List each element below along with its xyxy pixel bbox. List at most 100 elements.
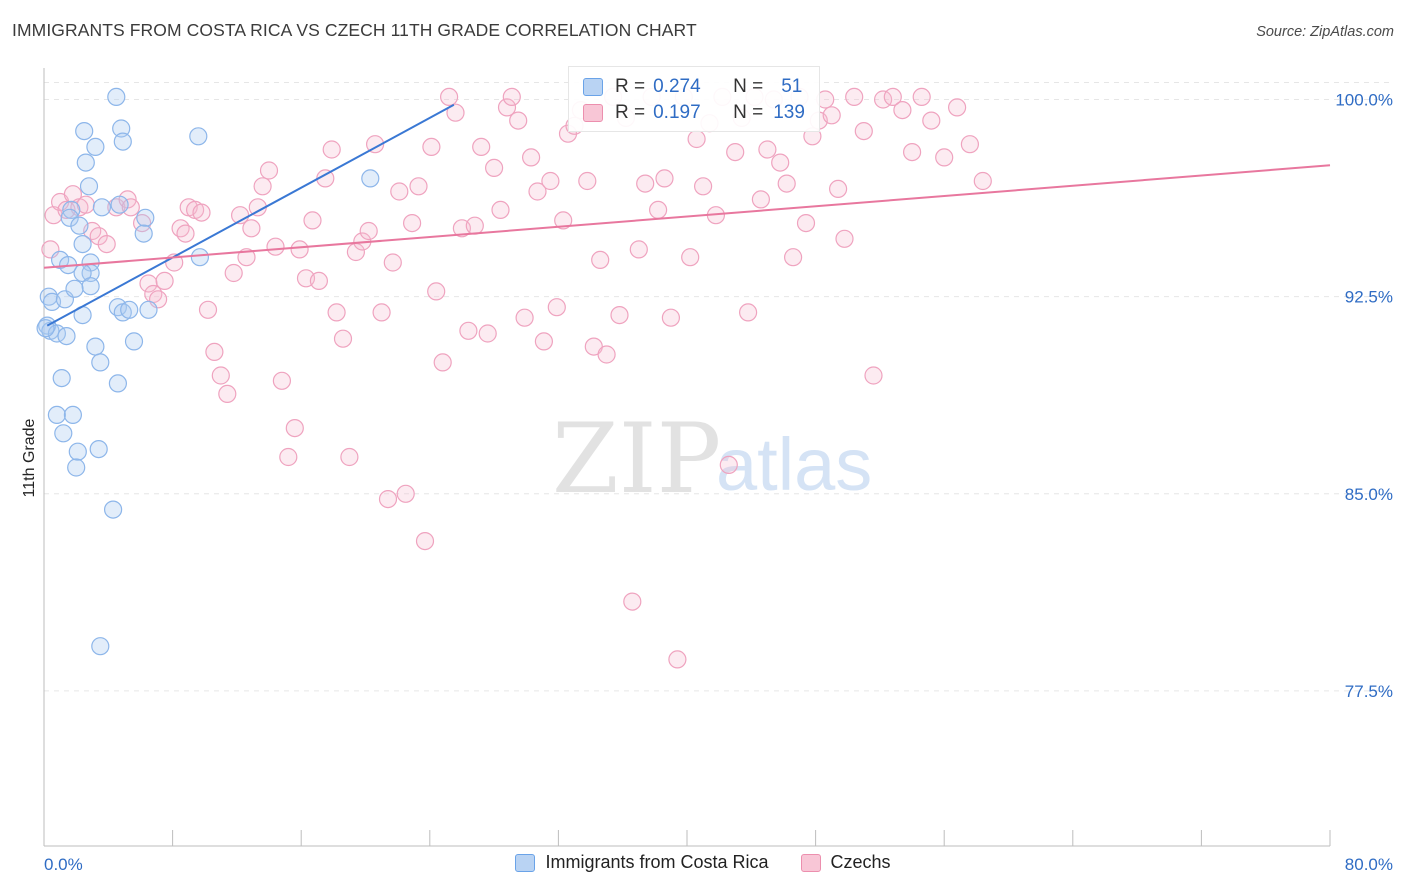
legend-swatch-pink	[800, 853, 821, 872]
stats-box: R = 0.274 N = 51 R = 0.197 N = 139	[568, 66, 820, 132]
costa-rica-point	[361, 169, 380, 188]
czechs-point	[668, 650, 687, 669]
czechs-point	[285, 419, 304, 438]
x-tick-label: 80.0%	[1345, 855, 1393, 874]
czechs-point	[290, 240, 309, 259]
costa-rica-point	[103, 500, 123, 519]
czechs-point	[176, 224, 195, 243]
czechs-point	[121, 198, 140, 217]
costa-rica-point	[139, 300, 158, 319]
y-axis-title: 11th Grade	[21, 418, 38, 497]
axes	[43, 68, 1331, 847]
costa-rica-point	[120, 300, 139, 319]
czechs-point	[502, 87, 521, 107]
czechs-point	[719, 455, 738, 474]
czechs-point	[478, 324, 497, 343]
chart-title: IMMIGRANTS FROM COSTA RICA VS CZECH 11TH…	[12, 20, 697, 40]
czechs-point	[211, 366, 230, 385]
czechs-point	[777, 174, 796, 193]
stats-swatch-blue	[583, 78, 603, 96]
costa-rica-point	[107, 87, 126, 107]
r-value: 0.197	[653, 102, 701, 123]
czechs-point	[623, 592, 642, 611]
czechs-point	[198, 300, 218, 319]
x-tick-label: 0.0%	[44, 855, 83, 874]
czechs-point	[509, 111, 528, 130]
czechs-points	[41, 87, 992, 669]
czechs-point	[864, 366, 883, 385]
czechs-point	[433, 353, 452, 372]
y-tick-labels: 77.5% 85.0% 92.5% 100.0%	[1335, 91, 1393, 701]
czechs-point	[440, 87, 459, 107]
costa-rica-point	[47, 405, 67, 424]
czechs-point	[591, 250, 610, 269]
y-tick-label: 77.5%	[1345, 682, 1393, 701]
czechs-point	[597, 345, 616, 364]
czechs-point	[427, 282, 446, 301]
czechs-point	[491, 200, 510, 219]
n-label: N =	[733, 102, 764, 123]
czechs-point	[415, 531, 435, 551]
costa-rica-point	[108, 374, 128, 393]
legend-swatch-blue	[515, 853, 536, 872]
czechs-point	[655, 169, 674, 188]
czechs-point	[459, 321, 478, 340]
czechs-point	[822, 106, 841, 125]
x-tick-labels: 0.0% 80.0%	[44, 855, 1393, 874]
stats-row-costa-rica: R = 0.274 N = 51	[583, 74, 802, 100]
costa-rica-point	[134, 224, 153, 243]
czechs-point	[465, 216, 484, 235]
costa-rica-point	[68, 442, 87, 461]
legend-item-czechs[interactable]: Czechs	[800, 852, 891, 873]
czechs-point	[192, 203, 211, 222]
legend-item-costa-rica[interactable]: Immigrants from Costa Rica	[515, 852, 769, 873]
czechs-point	[947, 98, 967, 117]
czechs-point	[554, 211, 573, 230]
czechs-point	[422, 137, 441, 156]
czechs-point	[205, 342, 224, 361]
czechs-point	[378, 490, 398, 509]
gridlines	[44, 82, 1392, 692]
costa-rica-point	[63, 405, 83, 424]
r-value: 0.274	[653, 76, 701, 97]
czechs-point	[253, 177, 272, 196]
costa-rica-point	[92, 198, 112, 217]
czechs-point	[259, 161, 279, 180]
costa-rica-point	[189, 127, 208, 146]
czechs-point	[359, 221, 378, 241]
n-label: N =	[733, 76, 764, 97]
czechs-point	[883, 87, 902, 107]
czechs-point	[845, 87, 864, 107]
legend-label: Czechs	[830, 852, 891, 872]
costa-rica-point	[91, 637, 110, 656]
czechs-point	[515, 308, 534, 327]
costa-rica-point	[136, 208, 155, 227]
czechs-point	[922, 111, 941, 130]
czechs-point	[912, 87, 931, 107]
costa-rica-point	[91, 353, 110, 372]
czechs-point	[497, 98, 517, 117]
czechs-point	[521, 148, 541, 167]
costa-rica-point	[75, 122, 94, 141]
czechs-point	[610, 306, 629, 325]
czechs-point	[758, 140, 777, 159]
costa-rica-point	[89, 440, 108, 459]
czechs-point	[396, 484, 415, 503]
costa-rica-point	[54, 424, 73, 443]
r-label: R =	[615, 76, 646, 97]
czechs-point	[902, 143, 922, 162]
stats-row-czechs: R = 0.197 N = 139	[583, 100, 805, 126]
legend-label: Immigrants from Costa Rica	[545, 852, 769, 872]
czechs-point	[383, 253, 402, 272]
czechs-point	[279, 447, 298, 467]
legend: Immigrants from Costa Rica Czechs	[0, 852, 1406, 873]
czechs-point	[854, 122, 873, 141]
czechs-point	[636, 174, 655, 193]
czechs-point	[485, 158, 504, 177]
czechs-point	[726, 143, 745, 162]
czechs-point	[242, 219, 261, 238]
czechs-point	[893, 100, 912, 120]
czechs-point	[266, 237, 285, 256]
costa-rica-point	[190, 248, 209, 267]
